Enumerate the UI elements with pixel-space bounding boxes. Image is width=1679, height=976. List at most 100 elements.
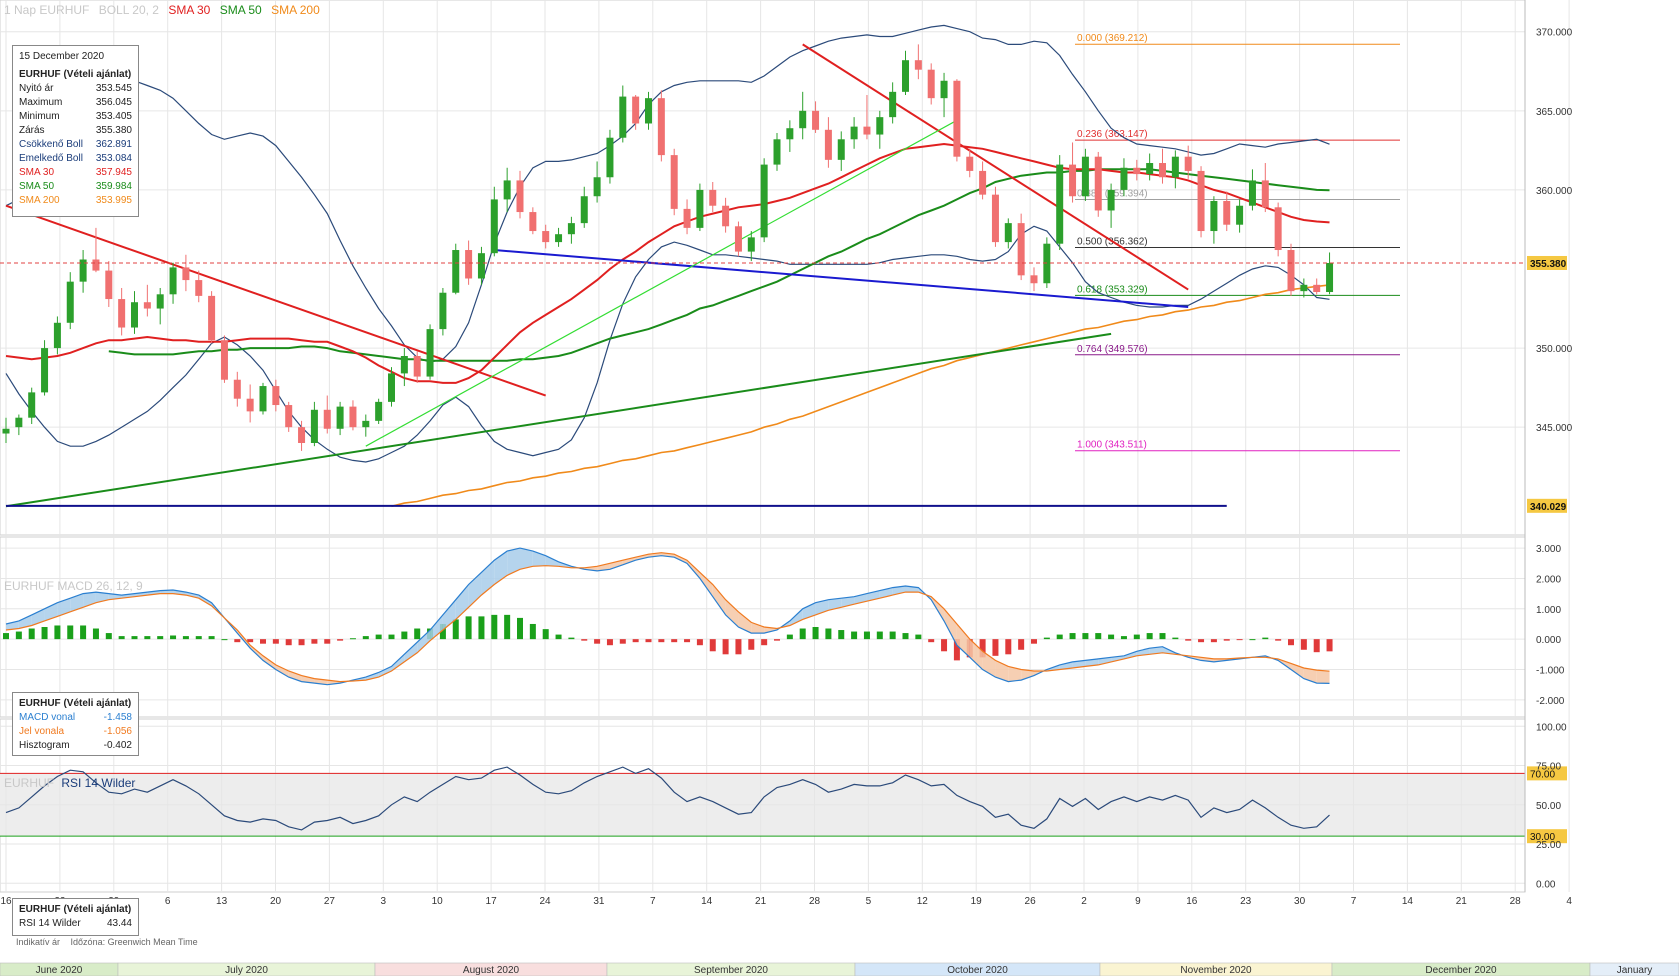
macd-histogram-bar (1069, 633, 1076, 640)
macd-histogram-bar (337, 639, 344, 641)
candle-down (1133, 167, 1141, 175)
macd-fill (1098, 657, 1112, 665)
macd-histogram-bar (414, 628, 421, 640)
macd-histogram-bar (645, 639, 652, 643)
macd-fill (661, 552, 675, 558)
macd-histogram-bar (41, 627, 48, 640)
macd-fill (288, 671, 302, 682)
fib-label: 0.236 (363.147) (1077, 129, 1148, 140)
macd-row-label: Hisztogram (19, 740, 70, 751)
day-tick-label: 14 (1402, 896, 1414, 907)
macd-histogram-bar (722, 639, 729, 655)
candle-down (966, 156, 974, 171)
candle-down (182, 267, 190, 281)
macd-histogram-bar (105, 633, 112, 640)
month-label: January (1617, 965, 1653, 976)
macd-fill (712, 584, 726, 615)
month-label: December 2020 (1425, 965, 1497, 976)
day-tick-label: 28 (809, 896, 821, 907)
day-tick-label: 20 (270, 896, 282, 907)
symbol-label: 1 Nap EURHUF (4, 3, 90, 17)
candle-down (722, 205, 730, 227)
sma50-legend[interactable]: SMA 50 (219, 3, 262, 17)
macd-fill (802, 602, 816, 620)
macd-histogram-bar (748, 639, 755, 650)
candle-up (53, 322, 61, 349)
candle-down (670, 155, 678, 209)
macd-histogram-bar (452, 619, 459, 640)
day-tick-label: 5 (866, 896, 872, 907)
trendline (365, 119, 958, 447)
sma200-legend[interactable]: SMA 200 (271, 3, 320, 17)
candle-down (118, 299, 126, 328)
macd-fill (1059, 661, 1073, 670)
macd-fill (147, 590, 161, 596)
macd-histogram-bar (67, 625, 74, 640)
macd-fill (751, 622, 765, 634)
month-label: June 2020 (36, 965, 83, 976)
macd-pane (3, 547, 1333, 686)
macd-histogram-bar (1120, 636, 1127, 640)
macd-histogram-bar (1172, 637, 1179, 640)
macd-histogram-bar (594, 639, 601, 644)
candle-up (902, 60, 909, 92)
candle-up (1120, 167, 1128, 190)
candle-down (1069, 164, 1077, 197)
candle-up (940, 80, 948, 99)
macd-histogram-bar (388, 634, 395, 640)
candle-up (400, 356, 408, 374)
candle-up (1004, 223, 1012, 243)
candle-up (1210, 200, 1218, 232)
macd-row-label: Jel vonala (19, 726, 65, 737)
month-label: August 2020 (463, 965, 520, 976)
candle-down (953, 80, 961, 157)
macd-fill (648, 552, 662, 558)
day-tick-label: 2 (1081, 896, 1087, 907)
macd-fill (275, 664, 289, 678)
trendlines[interactable] (5, 43, 1227, 508)
macd-histogram-bar (1005, 639, 1012, 655)
candle-down (323, 409, 331, 429)
candle-up (1171, 156, 1179, 178)
sma30-legend[interactable]: SMA 30 (168, 3, 211, 17)
macd-histogram-bar (1018, 639, 1025, 650)
day-tick-label: 21 (1456, 896, 1468, 907)
day-tick-label: 19 (971, 896, 983, 907)
macd-fill (121, 593, 135, 599)
macd-fill (956, 623, 970, 658)
candle-up (426, 329, 434, 377)
price-tag-bg (1527, 498, 1567, 513)
candle-down (542, 231, 550, 243)
candle-down (657, 98, 665, 156)
candle-up (310, 409, 318, 443)
rsi-info-box: EURHUF (Vételi ajánlat) RSI 14 Wilder 43… (12, 898, 139, 936)
macd-histogram-bar (1082, 633, 1089, 640)
candle-up (1248, 180, 1256, 206)
macd-fill (1149, 646, 1163, 655)
macd-histogram-bar (349, 638, 356, 640)
candle-up (696, 189, 704, 228)
macd-histogram-bar (1159, 633, 1166, 640)
macd-fill (969, 639, 983, 670)
macd-histogram-bar (619, 639, 626, 644)
candle-up (645, 98, 652, 124)
day-tick-label: 7 (1351, 896, 1357, 907)
macd-histogram-bar (15, 631, 22, 640)
price-tag-bg (1527, 255, 1567, 270)
month-label: September 2020 (694, 965, 768, 976)
boll-label: BOLL 20, 2 (98, 3, 159, 17)
candle-up (66, 281, 74, 323)
day-tick-label: 12 (917, 896, 929, 907)
macd-row: Jel vonala -1.056 (19, 725, 132, 739)
candle-up (1326, 262, 1334, 293)
candle-up (452, 250, 460, 293)
macd-tick-label: 2.000 (1536, 574, 1561, 585)
candle-up (1056, 164, 1064, 244)
rsi-row: RSI 14 Wilder 43.44 (19, 917, 132, 931)
macd-fill (378, 666, 392, 678)
candle-down (1197, 170, 1205, 232)
macd-histogram-bar (774, 639, 780, 641)
macd-histogram-bar (979, 639, 986, 658)
macd-histogram-bar (812, 627, 819, 640)
